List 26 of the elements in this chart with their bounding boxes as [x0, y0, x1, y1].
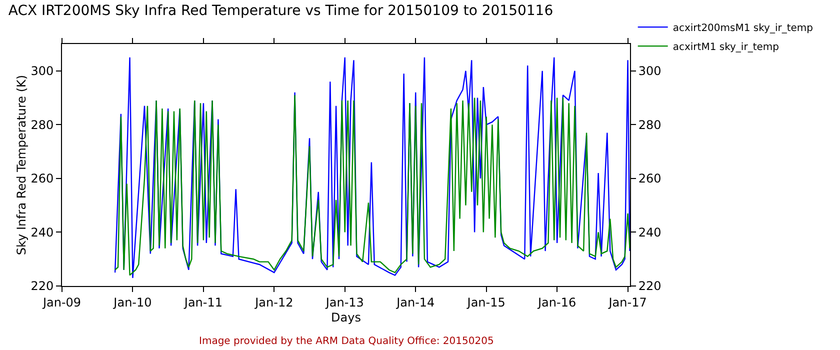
- y2-tick-label: 300: [638, 64, 662, 78]
- y-axis-title: Sky Infra Red Temperature (K): [14, 74, 29, 256]
- chart-title: ACX IRT200MS Sky Infra Red Temperature vs Time for 20150109 to 20150116: [8, 3, 554, 20]
- y2-tick-label: 220: [638, 279, 662, 294]
- line-series: [114, 94, 630, 276]
- y-tick-label: 220: [30, 279, 54, 294]
- y2-tick-label: 280: [638, 118, 662, 132]
- x-tick-label: Jan-17: [608, 295, 647, 310]
- x-tick-label: Jan-15: [466, 295, 506, 310]
- x-axis-title: Days: [331, 310, 361, 324]
- text: Image provided by the ARM Data Quality Office: 20150205: [199, 336, 494, 347]
- x-tick-label: Jan-12: [254, 295, 294, 310]
- y2-tick-label: 260: [638, 172, 662, 186]
- legend-label: acxirt200msM1 sky_ir_temp: [672, 22, 814, 34]
- x-tick-label: Jan-13: [324, 295, 364, 310]
- y-tick-label: 260: [30, 172, 54, 186]
- x-tick-label: Jan-16: [537, 295, 576, 310]
- legend-label: acxirtM1 sky_ir_temp: [672, 42, 779, 53]
- y-tick-label: 280: [30, 118, 54, 132]
- x-tick-label: Jan-14: [396, 295, 435, 310]
- x-tick-label: Jan-09: [42, 295, 82, 310]
- x-tick-label: Jan-10: [112, 295, 152, 310]
- y2-tick-label: 240: [638, 225, 662, 240]
- x-tick-label: Jan-11: [183, 295, 223, 310]
- y-tick-label: 300: [30, 64, 54, 78]
- y-tick-label: 240: [30, 225, 54, 240]
